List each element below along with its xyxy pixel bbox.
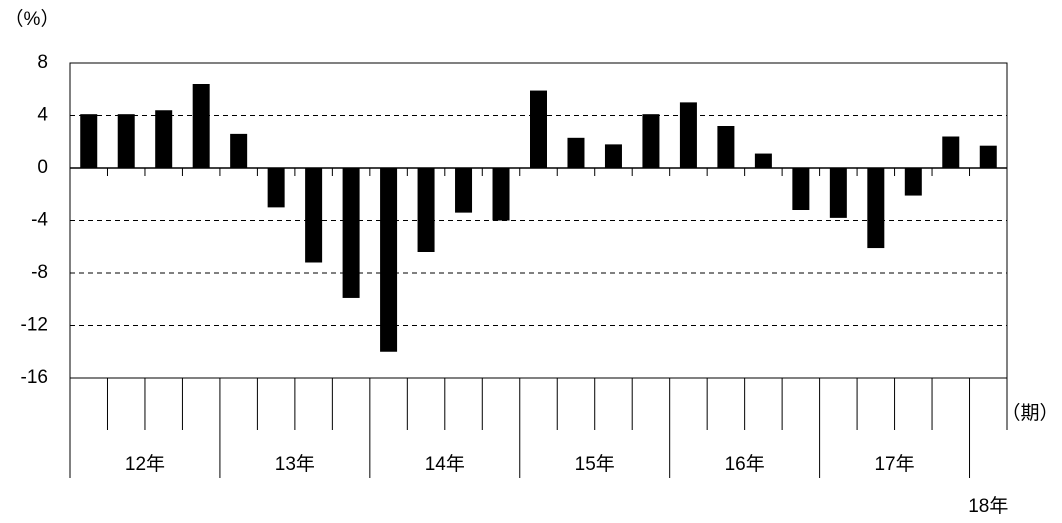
bar xyxy=(829,168,847,218)
bar xyxy=(342,168,360,298)
bar xyxy=(904,168,922,196)
bar xyxy=(80,114,98,168)
bar xyxy=(717,126,735,168)
x-unit-label: （期） xyxy=(1001,402,1058,424)
year-label: 12年 xyxy=(125,453,165,475)
bar xyxy=(567,137,585,168)
bar xyxy=(267,168,285,208)
bar xyxy=(754,153,772,168)
bar xyxy=(979,145,997,168)
bar xyxy=(942,136,960,168)
bar xyxy=(530,90,547,168)
bar xyxy=(492,168,510,221)
bar xyxy=(192,84,210,168)
y-tick-label: 8 xyxy=(37,52,48,73)
y-tick-label: 0 xyxy=(37,157,48,178)
bar xyxy=(679,102,697,168)
bar xyxy=(230,133,248,168)
year-label: 13年 xyxy=(275,453,315,475)
y-tick-label: 4 xyxy=(37,105,48,126)
plot-border xyxy=(69,62,1008,379)
bar xyxy=(604,144,622,168)
bar xyxy=(117,114,135,168)
y-tick-label: -12 xyxy=(21,315,48,336)
bar xyxy=(155,110,173,168)
bar xyxy=(305,168,323,263)
bar xyxy=(867,168,885,249)
year-label: 15年 xyxy=(575,453,615,475)
year-label: 17年 xyxy=(874,453,914,475)
bar xyxy=(380,168,398,352)
bar xyxy=(455,168,473,213)
year-label: 16年 xyxy=(725,453,765,475)
bar xyxy=(642,114,660,168)
y-unit-label: （%） xyxy=(5,8,60,30)
bar xyxy=(792,168,810,210)
y-tick-label: -8 xyxy=(31,262,48,283)
year-label: 18年 xyxy=(968,495,1008,517)
y-tick-label: -4 xyxy=(31,210,48,231)
bar xyxy=(417,168,435,252)
year-label: 14年 xyxy=(425,453,465,475)
y-tick-label: -16 xyxy=(21,367,48,388)
